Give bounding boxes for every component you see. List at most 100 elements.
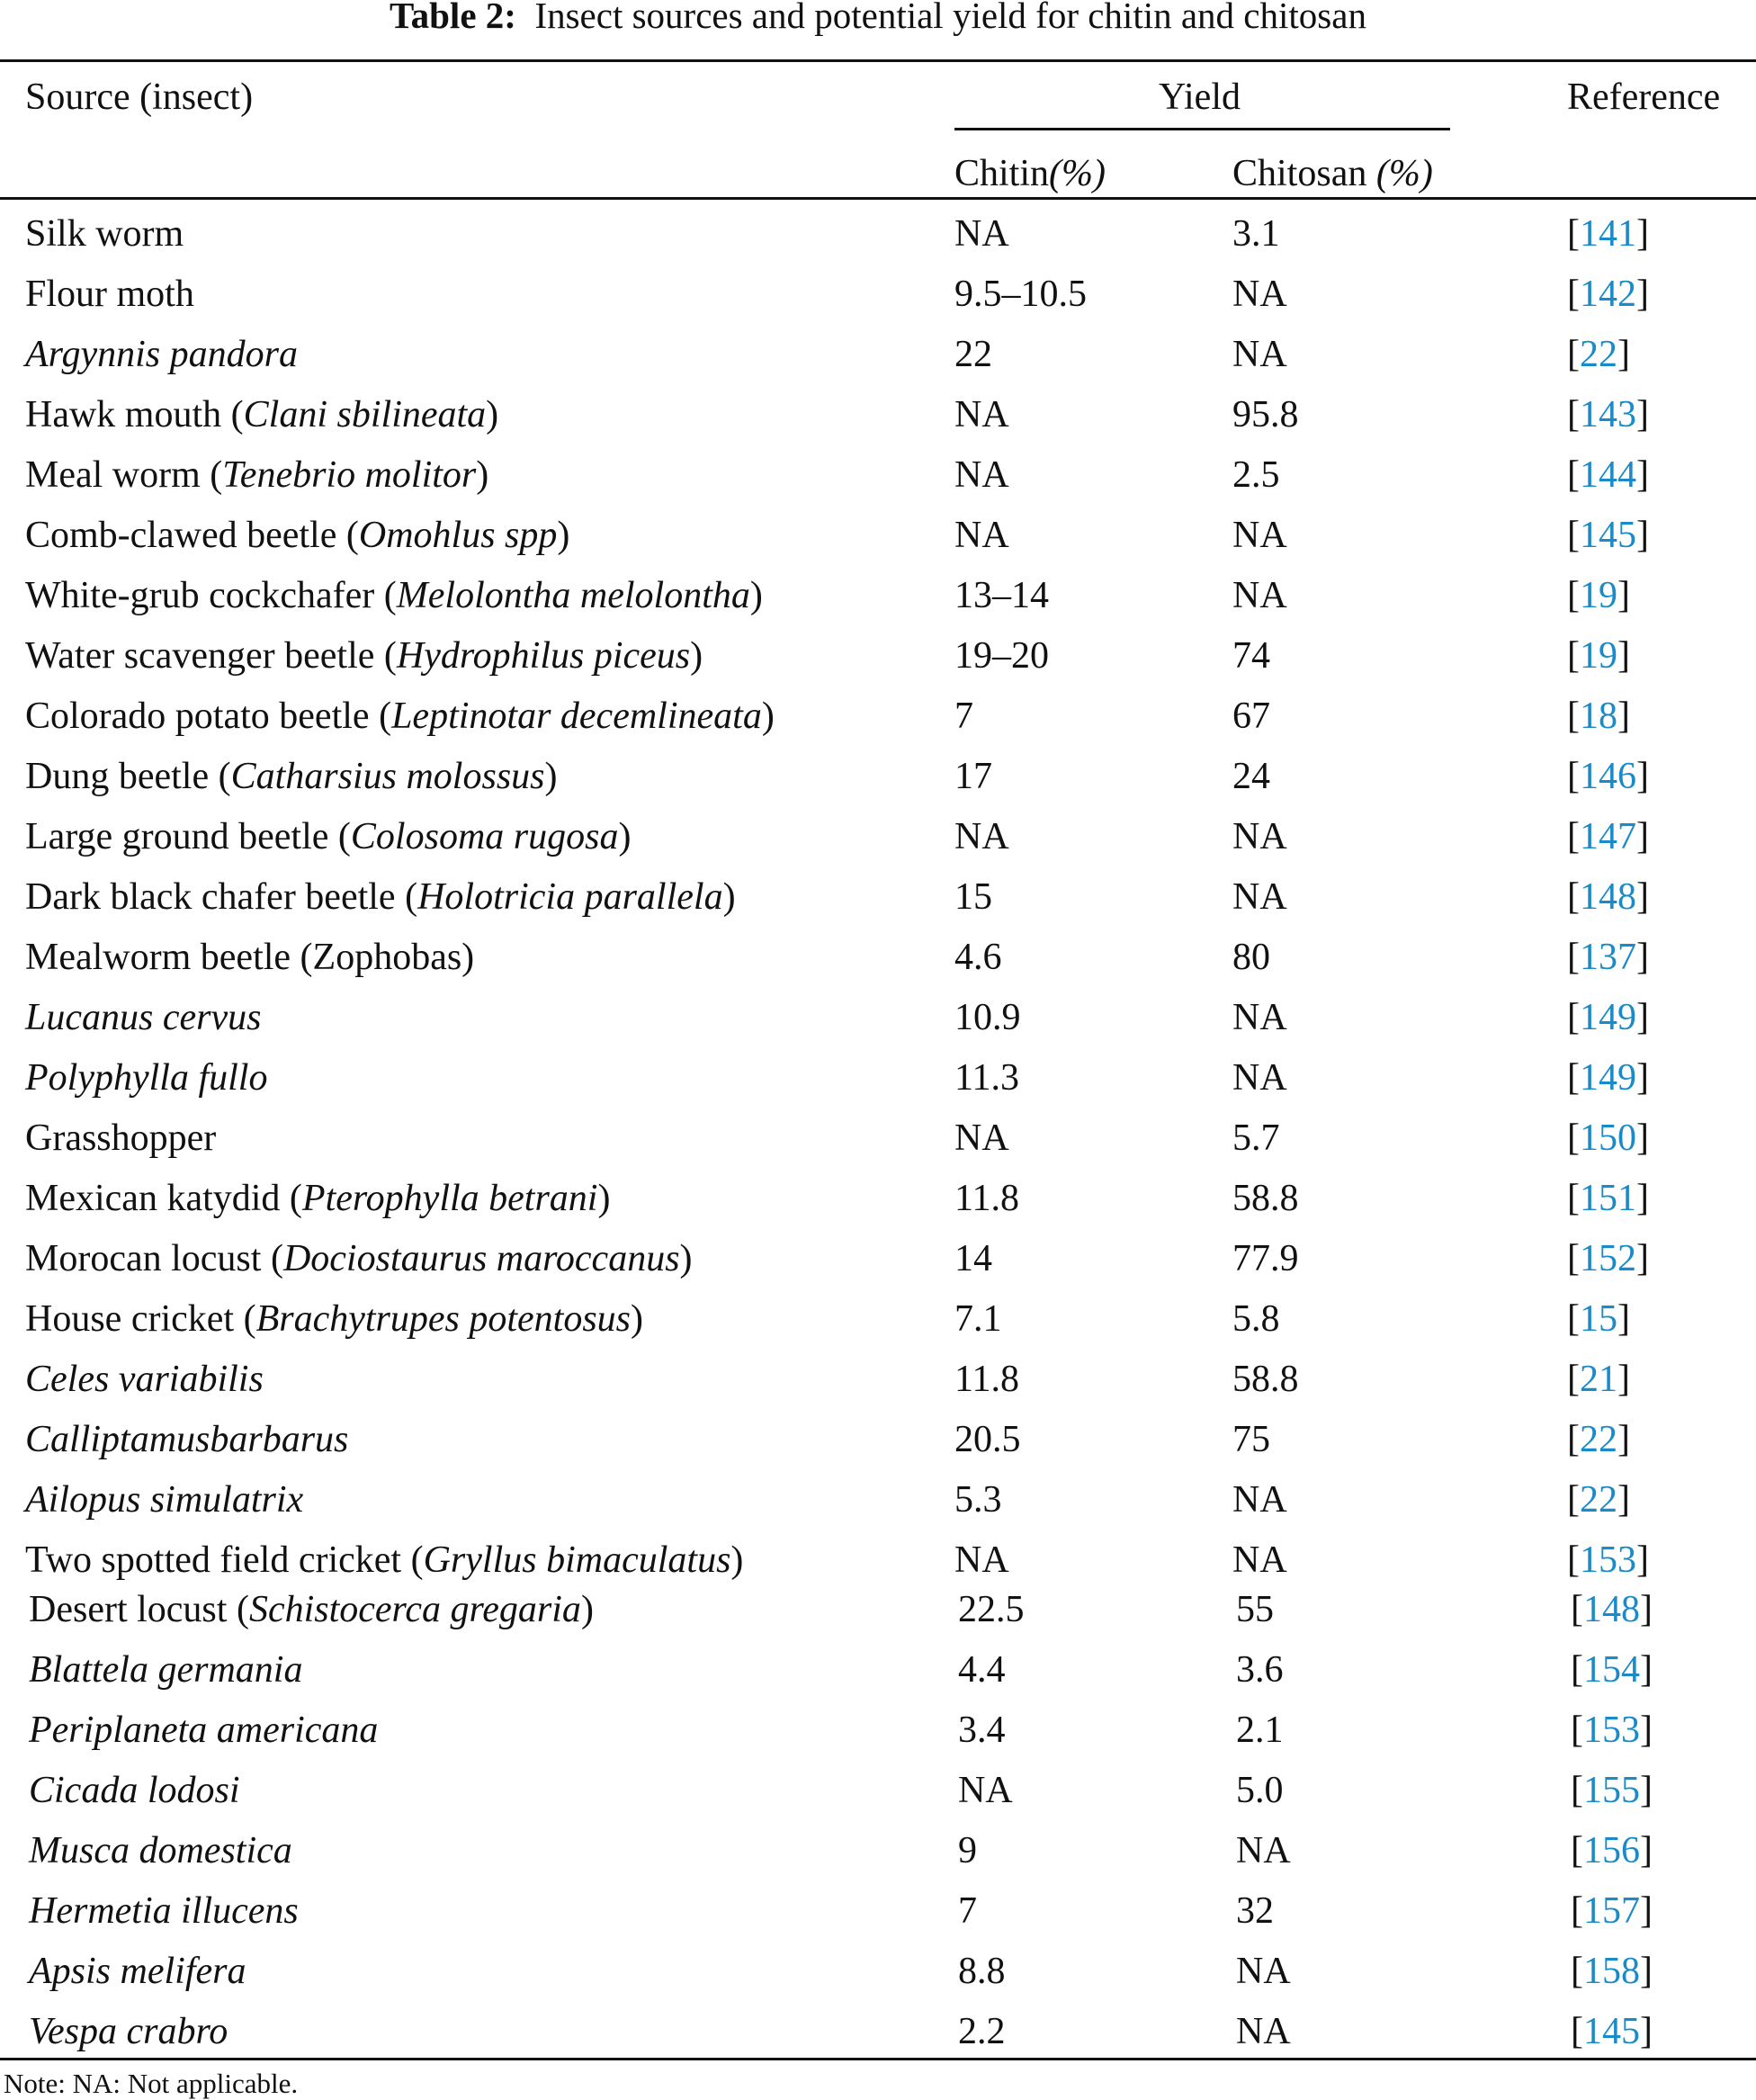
reference-link[interactable]: 143	[1580, 394, 1636, 435]
species-name: Periplaneta americana	[29, 1710, 379, 1751]
reference-cell: [152]	[1567, 1238, 1649, 1279]
table-row: Silk worm NA 3.1 [141]	[0, 204, 1756, 265]
chitosan-cell: 2.5	[1232, 454, 1280, 496]
reference-link[interactable]: 22	[1580, 1419, 1617, 1460]
chitin-cell: NA	[954, 454, 1009, 496]
species-name: Calliptamusbarbarus	[25, 1419, 349, 1460]
reference-link[interactable]: 142	[1580, 274, 1636, 315]
chitosan-cell: NA	[1232, 575, 1287, 616]
common-name: Hawk mouth	[25, 394, 222, 435]
reference-link[interactable]: 149	[1580, 1057, 1636, 1099]
species-name: Ailopus simulatrix	[25, 1479, 304, 1521]
table-row: Mexican katydid (Pterophylla betrani) 11.…	[0, 1169, 1756, 1229]
chitin-cell: NA	[954, 213, 1009, 255]
chitosan-cell: 67	[1232, 696, 1270, 737]
source-cell: Flour moth	[25, 265, 194, 325]
table-row: House cricket (Brachytrupes potentosus) 7…	[0, 1289, 1756, 1350]
table-row: Calliptamusbarbarus 20.5 75 [22]	[0, 1410, 1756, 1470]
reference-link[interactable]: 146	[1580, 756, 1636, 797]
reference-link[interactable]: 22	[1580, 334, 1617, 375]
chitin-cell: 7.1	[954, 1298, 1002, 1340]
reference-link[interactable]: 154	[1583, 1649, 1640, 1691]
reference-link[interactable]: 152	[1580, 1238, 1636, 1279]
reference-link[interactable]: 150	[1580, 1117, 1636, 1159]
chitosan-cell: 32	[1236, 1890, 1274, 1932]
reference-link[interactable]: 15	[1580, 1298, 1617, 1340]
chitin-cell: NA	[954, 515, 1009, 556]
reference-link[interactable]: 155	[1583, 1770, 1640, 1811]
chitin-cell: 5.3	[954, 1479, 1002, 1521]
reference-cell: [155]	[1571, 1770, 1653, 1811]
species-name: Lucanus cervus	[25, 997, 262, 1038]
chitin-cell: NA	[954, 816, 1009, 857]
reference-cell: [151]	[1567, 1178, 1649, 1219]
common-name: Morocan locust	[25, 1238, 262, 1279]
chitin-cell: 4.6	[954, 937, 1002, 978]
reference-link[interactable]: 18	[1580, 696, 1617, 737]
reference-cell: [19]	[1567, 635, 1630, 677]
common-name: House cricket	[25, 1298, 235, 1340]
reference-link[interactable]: 157	[1583, 1890, 1640, 1932]
common-name: Large ground beetle	[25, 816, 329, 857]
table-row: Apsis melifera 8.8 NA [158]	[4, 1942, 1756, 2002]
chitosan-cell: 58.8	[1232, 1178, 1299, 1219]
reference-link[interactable]: 153	[1583, 1710, 1640, 1751]
chitosan-cell: 3.1	[1232, 213, 1280, 255]
chitosan-cell: NA	[1232, 876, 1287, 918]
reference-link[interactable]: 22	[1580, 1479, 1617, 1521]
table-caption: Table 2: Insect sources and potential yi…	[0, 0, 1756, 38]
reference-cell: [149]	[1567, 1057, 1649, 1099]
reference-link[interactable]: 144	[1580, 454, 1636, 496]
reference-cell: [157]	[1571, 1890, 1653, 1932]
common-name: Meal worm	[25, 454, 201, 496]
chitin-cell: 7	[958, 1890, 977, 1932]
reference-link[interactable]: 145	[1580, 515, 1636, 556]
table-row: Dark black chafer beetle (Holotricia par…	[0, 867, 1756, 928]
reference-link[interactable]: 158	[1583, 1951, 1640, 1992]
reference-link[interactable]: 156	[1583, 1830, 1640, 1871]
reference-cell: [148]	[1571, 1589, 1653, 1630]
species-name: Tenebrio molitor	[222, 454, 477, 496]
reference-link[interactable]: 151	[1580, 1178, 1636, 1219]
species-name: Cicada lodosi	[29, 1770, 240, 1811]
reference-link[interactable]: 145	[1583, 2011, 1640, 2052]
chitosan-label: Chitosan	[1232, 153, 1376, 194]
reference-link[interactable]: 153	[1580, 1539, 1636, 1581]
reference-link[interactable]: 148	[1580, 876, 1636, 918]
species-name: Gryllus bimaculatus	[423, 1539, 731, 1581]
reference-link[interactable]: 21	[1580, 1359, 1617, 1400]
source-cell: Dark black chafer beetle (Holotricia par…	[25, 876, 736, 918]
chitin-cell: 9.5–10.5	[954, 274, 1087, 315]
table-row: Ailopus simulatrix 5.3 NA [22]	[0, 1470, 1756, 1530]
reference-link[interactable]: 137	[1580, 937, 1636, 978]
common-name: Two spotted field cricket	[25, 1539, 402, 1581]
species-name: Polyphylla fullo	[25, 1057, 268, 1099]
reference-link[interactable]: 19	[1580, 575, 1617, 616]
reference-link[interactable]: 147	[1580, 816, 1636, 857]
source-cell: Hermetia illucens	[29, 1881, 299, 1942]
chitin-cell: 22	[954, 334, 992, 375]
reference-link[interactable]: 148	[1583, 1589, 1640, 1630]
source-cell: Cicada lodosi	[29, 1761, 240, 1821]
reference-link[interactable]: 19	[1580, 635, 1617, 677]
reference-link[interactable]: 141	[1580, 213, 1636, 255]
chitosan-cell: 80	[1232, 937, 1270, 978]
chitin-unit: (%)	[1049, 153, 1106, 194]
species-name: Hermetia illucens	[29, 1890, 299, 1932]
chitin-cell: 4.4	[958, 1649, 1006, 1691]
header-chitosan: Chitosan (%)	[1232, 151, 1433, 196]
common-name: Dark black chafer beetle	[25, 876, 396, 918]
source-cell: House cricket (Brachytrupes potentosus)	[25, 1298, 644, 1340]
reference-link[interactable]: 149	[1580, 997, 1636, 1038]
source-cell: Morocan locust (Dociostaurus maroccanus)	[25, 1238, 693, 1279]
chitin-cell: NA	[954, 394, 1009, 435]
table-row: Cicada lodosi NA 5.0 [155]	[4, 1761, 1756, 1821]
chitin-cell: 11.8	[954, 1178, 1019, 1219]
chitosan-cell: 58.8	[1232, 1359, 1299, 1400]
bottom-rule	[0, 2058, 1756, 2060]
source-cell: Water scavenger beetle (Hydrophilus pice…	[25, 635, 703, 677]
source-cell: Lucanus cervus	[25, 988, 261, 1048]
chitosan-cell: NA	[1232, 1479, 1287, 1521]
chitosan-cell: 5.7	[1232, 1117, 1280, 1159]
table-row: Meal worm (Tenebrio molitor) NA 2.5 [144]	[0, 445, 1756, 506]
